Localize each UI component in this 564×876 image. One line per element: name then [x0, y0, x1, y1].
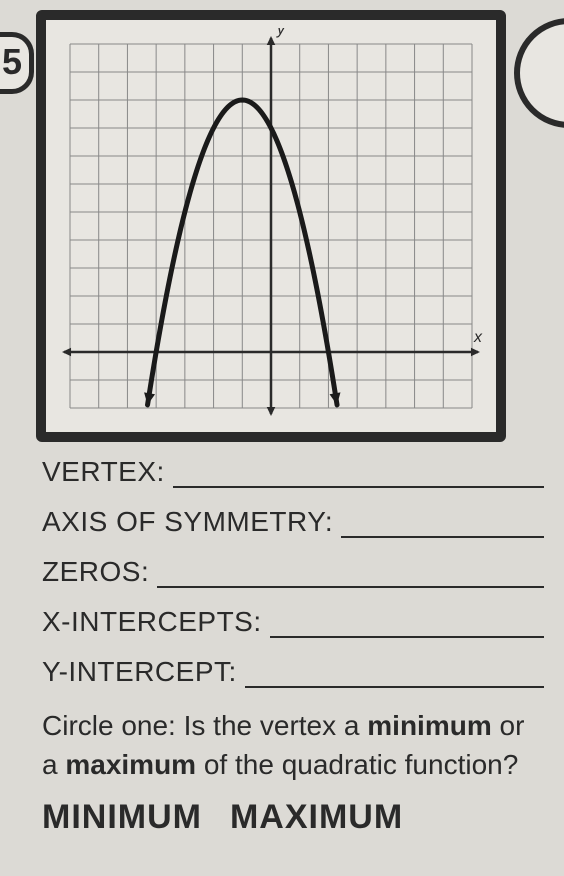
field-zeros: ZEROS: [42, 556, 544, 588]
field-label: ZEROS: [42, 556, 149, 588]
circle-one-prompt: Circle one: Is the vertex a minimum or a… [42, 706, 544, 784]
answer-options: MINIMUM MAXIMUM [42, 798, 544, 837]
field-label: VERTEX: [42, 456, 165, 488]
option-minimum[interactable]: MINIMUM [42, 798, 202, 836]
parabola-chart: yx [54, 28, 488, 424]
worksheet-body: VERTEX: AXIS OF SYMMETRY: ZEROS: X-INTER… [42, 456, 544, 837]
prompt-text: of the quadratic function? [196, 749, 518, 780]
chart-container: yx [36, 10, 506, 442]
field-axis-symmetry: AXIS OF SYMMETRY: [42, 506, 544, 538]
answer-blank[interactable] [245, 662, 544, 688]
option-maximum[interactable]: MAXIMUM [230, 798, 403, 836]
prompt-bold: maximum [65, 749, 196, 780]
field-y-intercept: Y-INTERCEPT: [42, 656, 544, 688]
field-label: AXIS OF SYMMETRY: [42, 506, 333, 538]
field-vertex: VERTEX: [42, 456, 544, 488]
prompt-text: Circle one: Is the vertex a [42, 710, 367, 741]
answer-blank[interactable] [341, 512, 544, 538]
field-label: X-INTERCEPTS: [42, 606, 262, 638]
question-number-badge: 5 [0, 32, 34, 94]
svg-text:x: x [473, 329, 483, 346]
answer-blank[interactable] [173, 462, 544, 488]
answer-blank[interactable] [270, 612, 544, 638]
prompt-bold: minimum [367, 710, 491, 741]
svg-text:y: y [276, 28, 286, 38]
corner-decoration [514, 18, 564, 128]
field-x-intercepts: X-INTERCEPTS: [42, 606, 544, 638]
answer-blank[interactable] [157, 562, 544, 588]
field-label: Y-INTERCEPT: [42, 656, 237, 688]
